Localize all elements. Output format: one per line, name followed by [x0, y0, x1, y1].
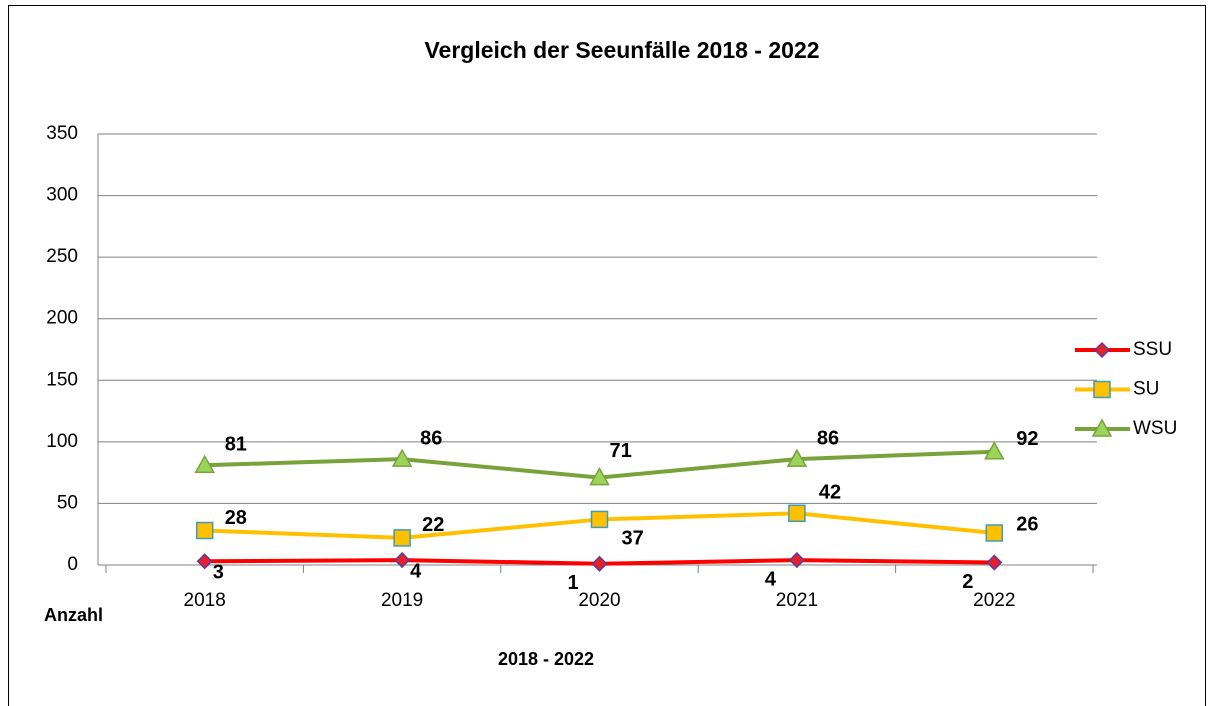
data-label: 81: [225, 434, 247, 456]
marker: [194, 454, 215, 474]
x-tick-label: 2020: [578, 590, 620, 611]
data-label: 4: [765, 568, 777, 590]
marker: [393, 529, 411, 547]
data-label: 86: [817, 427, 839, 449]
data-label: 28: [225, 507, 247, 529]
data-label: 3: [213, 562, 224, 584]
marker: [986, 554, 1003, 571]
legend-label: SU: [1133, 379, 1159, 400]
data-label: 1: [568, 572, 579, 594]
chart-border: [8, 5, 1206, 706]
y-tick-label: 0: [67, 554, 78, 575]
data-label: 71: [610, 440, 632, 462]
data-label: 2: [962, 571, 973, 593]
marker: [788, 552, 805, 569]
x-tick-label: 2018: [184, 590, 226, 611]
legend-label: WSU: [1133, 418, 1177, 439]
y-tick-label: 100: [46, 431, 78, 452]
marker: [394, 552, 411, 569]
marker: [590, 510, 609, 529]
legend-label: SSU: [1133, 339, 1172, 360]
data-label: 37: [622, 528, 644, 550]
data-label: 26: [1016, 513, 1038, 535]
x-tick-label: 2022: [973, 590, 1015, 611]
y-tick-label: 200: [46, 308, 78, 329]
y-tick-label: 250: [46, 246, 78, 267]
data-label: 86: [420, 427, 442, 449]
marker: [589, 467, 610, 486]
data-label: 22: [422, 514, 444, 536]
y-tick-label: 350: [46, 123, 78, 144]
data-label: 4: [410, 560, 422, 582]
marker: [984, 441, 1005, 460]
marker: [788, 504, 806, 523]
chart-title: Vergleich der Seeunfälle 2018 - 2022: [424, 37, 819, 63]
x-axis-label: 2018 - 2022: [498, 649, 594, 669]
legend-marker: [1091, 418, 1113, 437]
data-label: 42: [819, 482, 841, 504]
marker: [196, 553, 213, 570]
y-axis-label: Anzahl: [44, 605, 103, 625]
legend-marker: [1093, 341, 1111, 359]
y-tick-label: 150: [46, 369, 78, 390]
y-tick-label: 300: [46, 185, 78, 206]
marker: [195, 521, 214, 540]
marker: [985, 524, 1004, 542]
x-tick-label: 2019: [381, 590, 423, 611]
marker: [391, 448, 413, 467]
x-tick-label: 2021: [776, 590, 818, 611]
marker: [786, 448, 808, 467]
y-tick-label: 50: [57, 492, 78, 513]
legend-marker: [1093, 380, 1111, 399]
marker: [591, 555, 608, 572]
data-label: 92: [1016, 428, 1038, 450]
